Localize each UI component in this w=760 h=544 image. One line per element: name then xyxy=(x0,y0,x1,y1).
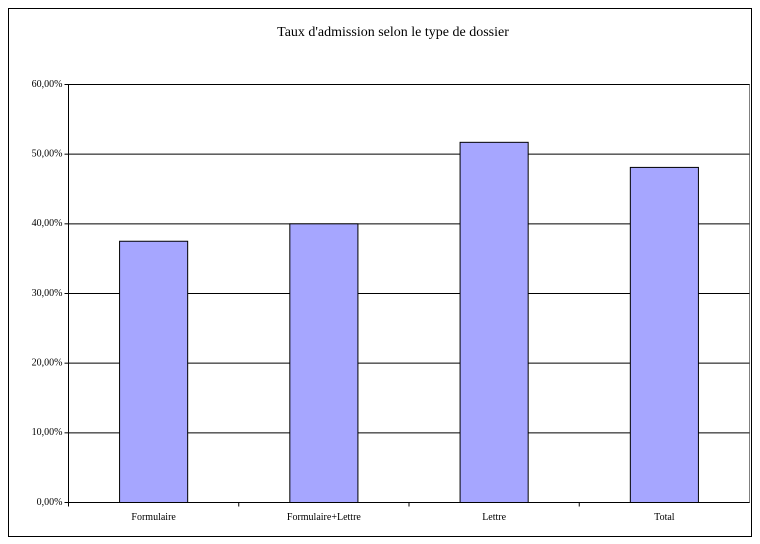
y-tick-label: 0,00% xyxy=(37,497,63,508)
y-tick-label: 40,00% xyxy=(32,218,63,229)
bar xyxy=(289,223,359,503)
bar xyxy=(119,240,189,503)
bar xyxy=(459,141,529,503)
x-tick-label: Formulaire xyxy=(131,512,176,523)
x-tick-label: Lettre xyxy=(482,512,506,523)
x-tick-label: Formulaire+Lettre xyxy=(287,512,362,523)
chart-title: Taux d'admission selon le type de dossie… xyxy=(277,25,509,40)
y-tick-label: 20,00% xyxy=(32,357,63,368)
y-tick-label: 50,00% xyxy=(32,148,63,159)
x-tick-label: Total xyxy=(654,512,675,523)
y-tick-label: 60,00% xyxy=(32,79,63,90)
bar xyxy=(629,166,699,504)
y-tick-label: 10,00% xyxy=(32,427,63,438)
y-tick-label: 30,00% xyxy=(32,288,63,299)
